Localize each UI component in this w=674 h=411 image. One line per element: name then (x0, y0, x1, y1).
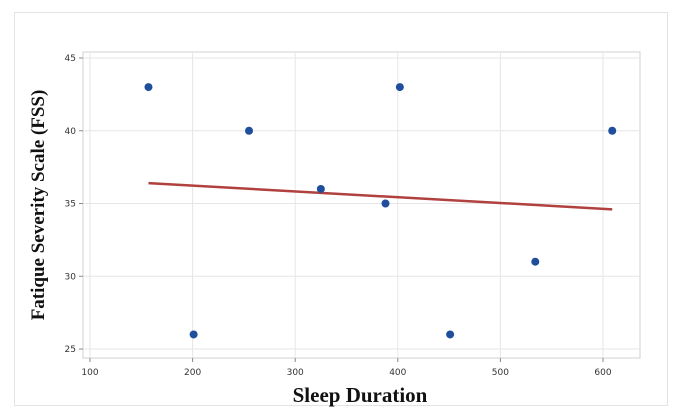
data-points (144, 83, 617, 339)
y-axis-title: Fatique Severity Scale (FSS) (28, 90, 49, 321)
data-point (531, 257, 540, 266)
y-tick-label: 35 (65, 200, 76, 210)
data-point (395, 83, 404, 92)
y-tick-label: 40 (65, 127, 77, 137)
y-tick-label: 30 (65, 272, 77, 282)
data-point (446, 330, 455, 339)
grid (79, 52, 640, 362)
x-tick-label: 200 (184, 368, 201, 378)
x-tick-label: 500 (492, 368, 509, 378)
data-point (144, 83, 153, 92)
x-tick-label: 400 (389, 368, 406, 378)
data-point (316, 184, 325, 193)
x-axis-title: Sleep Duration (293, 383, 428, 407)
data-point (245, 126, 254, 135)
chart-frame (14, 12, 668, 406)
data-point (608, 126, 617, 135)
x-tick-label: 300 (287, 368, 304, 378)
plot-area-border (82, 51, 641, 359)
x-tick-label: 100 (81, 368, 98, 378)
data-point (381, 199, 390, 208)
trend-line (148, 181, 613, 211)
y-tick-label: 25 (65, 345, 76, 355)
data-point (189, 330, 198, 339)
y-tick-label: 45 (65, 54, 76, 64)
y-tick-labels: 25 30 35 40 45 (65, 54, 77, 355)
x-tick-labels: 100 200 300 400 500 600 (81, 368, 611, 378)
x-tick-label: 600 (594, 368, 611, 378)
